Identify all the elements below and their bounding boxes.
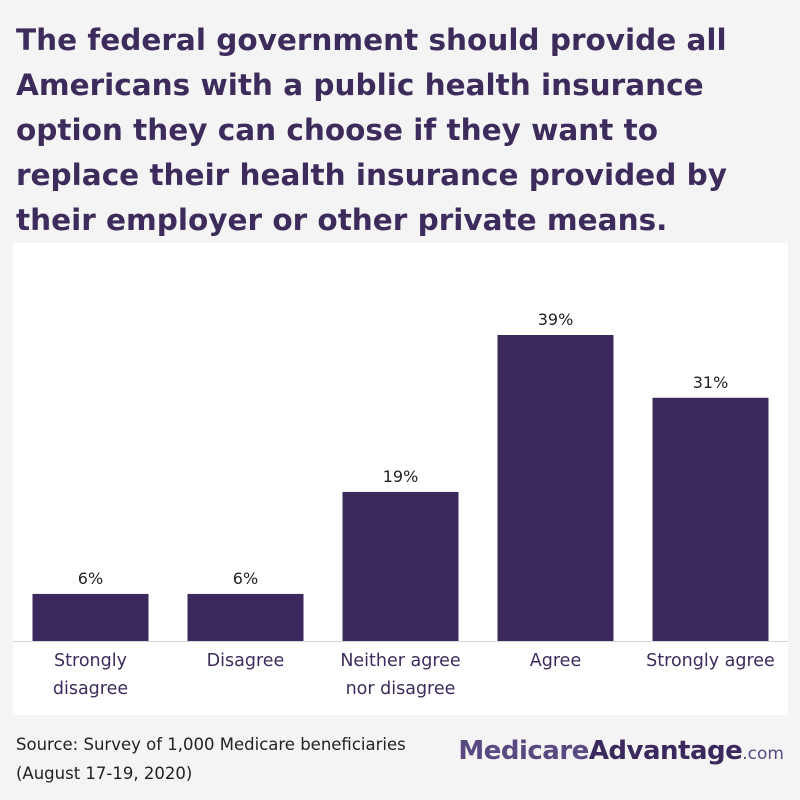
source-line-2: (August 17-19, 2020) xyxy=(16,764,193,783)
category-label-1-line-0: Disagree xyxy=(207,651,285,671)
category-label-0-line-1: disagree xyxy=(53,679,128,699)
bar-1 xyxy=(187,593,304,641)
brand-logo-part-1: Medicare xyxy=(458,736,589,766)
category-label-0-line-0: Strongly xyxy=(54,651,127,671)
value-label-2: 19% xyxy=(383,467,419,486)
category-label-2-line-0: Neither agree xyxy=(340,651,460,671)
category-label-2-line-1: nor disagree xyxy=(346,679,456,699)
category-label-4-line-0: Strongly agree xyxy=(646,651,775,671)
bar-2 xyxy=(342,491,459,641)
source-line-1: Source: Survey of 1,000 Medicare benefic… xyxy=(16,735,406,754)
bar-3 xyxy=(497,335,614,641)
bar-chart: 6% Strongly disagree 6% Disagree 19% Neither a… xyxy=(13,310,788,699)
value-label-4: 31% xyxy=(693,373,729,392)
chart-panel: 6% Strongly disagree 6% Disagree 19% Neither a… xyxy=(13,243,788,715)
brand-logo-part-2: Advantage xyxy=(588,736,743,766)
category-label-3-line-0: Agree xyxy=(530,651,581,671)
bar-4 xyxy=(652,397,769,641)
bar-0 xyxy=(32,593,149,641)
source-note: Source: Survey of 1,000 Medicare benefic… xyxy=(16,730,476,788)
chart-title: The federal government should provide al… xyxy=(16,23,727,237)
brand-logo-part-3: .com xyxy=(742,744,784,764)
value-label-1: 6% xyxy=(233,569,258,588)
value-label-3: 39% xyxy=(538,310,574,329)
brand-logo: MedicareAdvantage.com xyxy=(458,736,784,766)
value-label-0: 6% xyxy=(78,569,103,588)
